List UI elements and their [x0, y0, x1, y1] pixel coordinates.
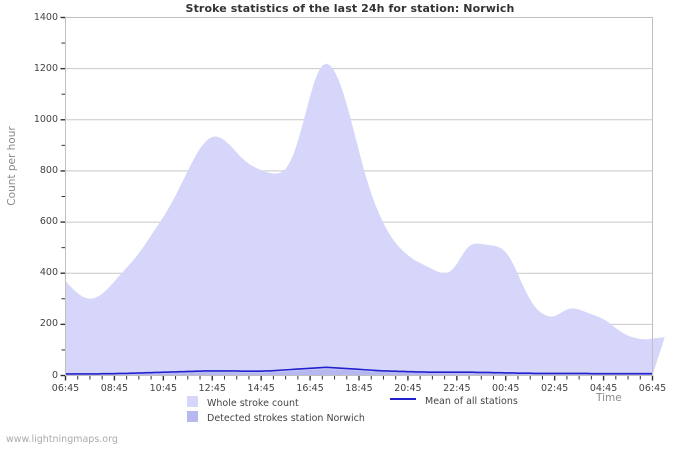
legend-swatch-detected-strokes [187, 411, 198, 422]
x-axis-tick-label: 00:45 [492, 382, 520, 394]
y-axis-tick-label: 800 [39, 164, 58, 176]
legend-label-mean-of-all-stations: Mean of all stations [425, 396, 518, 407]
legend-swatch-whole-stroke-count [187, 396, 198, 407]
legend-line-mean-of-all-stations [390, 398, 416, 400]
x-axis-tick-label: 22:45 [443, 382, 471, 394]
y-axis-tick-label: 600 [39, 216, 58, 228]
x-axis-tick-label: 04:45 [589, 382, 618, 394]
legend-label-whole-stroke-count: Whole stroke count [207, 398, 299, 409]
x-axis-tick-label: 14:45 [247, 382, 275, 394]
y-axis-label: Count per hour [6, 126, 18, 206]
y-axis-tick-label: 0 [51, 369, 58, 381]
y-axis-tick-label: 1000 [33, 113, 58, 125]
y-axis-tick-label: 1400 [33, 11, 58, 23]
x-axis-tick-label: 06:45 [638, 382, 667, 394]
line-series-group [65, 366, 653, 375]
chart-title: Stroke statistics of the last 24h for st… [185, 2, 515, 15]
plot-frame [65, 17, 653, 376]
axis-ticks [60, 16, 654, 381]
y-axis-tick-label: 1200 [33, 62, 58, 74]
legend-item-mean-of-all-stations: Mean of all stations [390, 396, 518, 407]
area-series [65, 63, 665, 376]
y-axis-tick-label: 200 [39, 318, 58, 330]
x-axis-tick-label: 06:45 [51, 382, 80, 394]
x-axis-tick-label: 20:45 [394, 382, 422, 394]
area-series [65, 369, 653, 376]
footer-attribution: www.lightningmaps.org [6, 434, 118, 445]
x-axis-label: Time [596, 392, 622, 404]
x-axis-tick-label: 10:45 [149, 382, 178, 394]
legend-label-detected-strokes: Detected strokes station Norwich [207, 413, 365, 424]
line-series [65, 366, 653, 375]
chart-legend: Whole stroke count Detected strokes stat… [0, 394, 700, 428]
x-axis-tick-label: 02:45 [540, 382, 569, 394]
legend-item-whole-stroke-count: Whole stroke count [187, 396, 299, 409]
x-axis-tick-label: 18:45 [345, 382, 373, 394]
x-axis-tick-label: 08:45 [100, 382, 129, 394]
legend-item-detected-strokes: Detected strokes station Norwich [187, 411, 365, 424]
x-axis-tick-label: 12:45 [198, 382, 226, 394]
area-series-group [65, 63, 665, 376]
y-axis-tick-label: 400 [39, 267, 58, 279]
x-axis-tick-label: 16:45 [296, 382, 324, 394]
